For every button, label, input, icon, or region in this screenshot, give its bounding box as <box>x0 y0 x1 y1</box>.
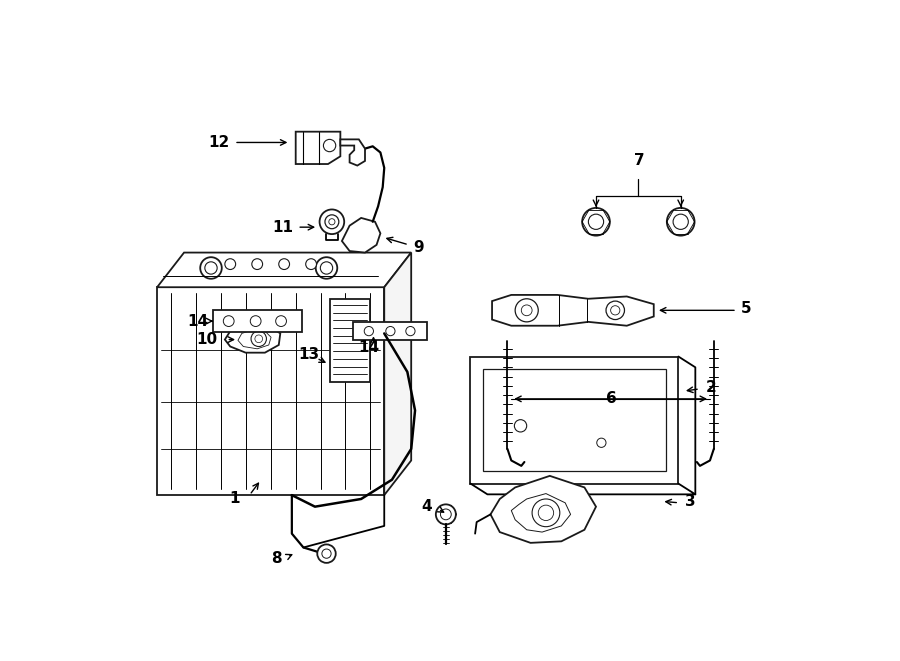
Circle shape <box>250 316 261 327</box>
Circle shape <box>279 258 290 270</box>
Polygon shape <box>158 288 384 495</box>
Text: 11: 11 <box>272 219 293 235</box>
Text: 9: 9 <box>414 240 424 254</box>
Circle shape <box>606 301 625 319</box>
Circle shape <box>328 219 335 225</box>
Polygon shape <box>471 356 679 484</box>
Circle shape <box>318 545 336 563</box>
Polygon shape <box>296 132 340 164</box>
Text: 7: 7 <box>634 153 644 168</box>
Circle shape <box>532 499 560 527</box>
Text: 14: 14 <box>187 313 209 329</box>
Text: 8: 8 <box>271 551 282 566</box>
Polygon shape <box>213 310 302 332</box>
Polygon shape <box>384 253 411 495</box>
Text: 2: 2 <box>706 380 717 395</box>
Circle shape <box>436 504 456 524</box>
Polygon shape <box>225 323 280 353</box>
Circle shape <box>275 316 286 327</box>
Circle shape <box>320 262 333 274</box>
Circle shape <box>589 214 604 229</box>
Polygon shape <box>491 476 596 543</box>
Circle shape <box>316 257 338 279</box>
Polygon shape <box>330 299 371 382</box>
Circle shape <box>386 327 395 336</box>
Circle shape <box>364 327 373 336</box>
Circle shape <box>205 262 217 274</box>
Circle shape <box>255 335 263 342</box>
Circle shape <box>225 258 236 270</box>
Circle shape <box>200 257 221 279</box>
Polygon shape <box>340 139 365 165</box>
Polygon shape <box>342 218 381 253</box>
Circle shape <box>252 258 263 270</box>
Circle shape <box>322 549 331 559</box>
Circle shape <box>325 215 338 229</box>
Polygon shape <box>482 369 666 471</box>
Circle shape <box>538 505 554 520</box>
Text: 10: 10 <box>196 332 218 347</box>
Circle shape <box>667 208 695 235</box>
Circle shape <box>306 258 317 270</box>
Circle shape <box>610 305 620 315</box>
Circle shape <box>320 210 344 234</box>
Circle shape <box>521 305 532 316</box>
Polygon shape <box>238 330 271 349</box>
Circle shape <box>515 420 526 432</box>
Circle shape <box>251 331 266 346</box>
Circle shape <box>323 139 336 152</box>
Circle shape <box>673 214 689 229</box>
Polygon shape <box>158 253 411 288</box>
Text: 4: 4 <box>421 499 432 514</box>
Circle shape <box>582 208 610 235</box>
Circle shape <box>223 316 234 327</box>
Circle shape <box>440 509 451 520</box>
Text: 6: 6 <box>606 391 616 407</box>
Polygon shape <box>511 494 571 532</box>
Text: 3: 3 <box>686 494 696 509</box>
Polygon shape <box>354 322 427 340</box>
Text: 12: 12 <box>208 135 230 150</box>
Circle shape <box>406 327 415 336</box>
Text: 14: 14 <box>358 340 380 355</box>
Circle shape <box>597 438 606 447</box>
Text: 1: 1 <box>229 492 239 506</box>
Circle shape <box>515 299 538 322</box>
Polygon shape <box>492 295 653 326</box>
Text: 13: 13 <box>298 347 320 362</box>
Text: 5: 5 <box>741 301 751 316</box>
